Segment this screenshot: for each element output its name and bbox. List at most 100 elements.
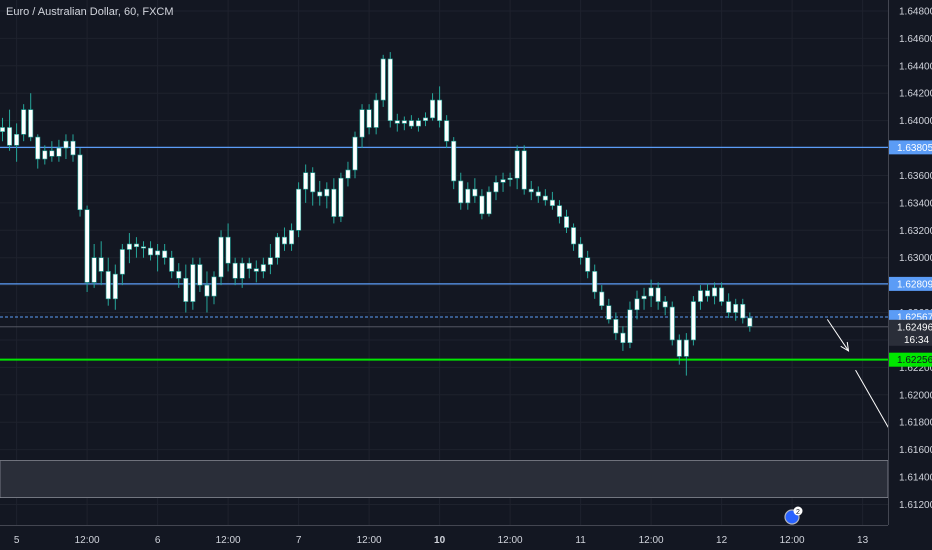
candle-body [669,306,675,341]
candle-body [592,271,598,293]
candle-body [169,257,175,272]
candle-body [571,227,577,245]
candle-body [521,150,527,190]
candle-body [422,117,428,121]
candle-body [373,99,379,128]
level-label-0: 1.63805 [897,143,932,154]
candle-body [112,273,118,300]
candle-body [28,109,34,138]
candle-body [133,243,139,248]
time-axis[interactable] [0,525,932,550]
candle-body [42,150,48,160]
candle-body [211,276,217,297]
candle-body [430,99,436,119]
candle-body [218,236,224,278]
candle-body [648,287,654,297]
y-tick-label: 1.62000 [899,390,932,401]
candle-body [747,317,753,327]
candle-body [683,339,689,357]
y-tick-label: 1.64400 [899,61,932,72]
candle-body [712,287,718,297]
level-label-2: 1.62567 [897,313,932,324]
price-zone-rect[interactable] [0,460,889,498]
candle-body [14,134,20,146]
candle-body [380,58,386,101]
candle-body [70,140,76,156]
candle-body [331,188,337,217]
level-label-bg-0 [889,140,932,155]
candle-body [183,277,189,302]
arrow-head-0 [840,341,850,352]
candle-body [148,247,154,256]
candle-body [415,120,421,127]
y-tick-label: 1.61800 [899,418,932,429]
candle-body [465,188,471,204]
candle-body [338,177,344,217]
current-price-label-bg [889,319,932,346]
x-tick-label: 12:00 [780,535,805,546]
candle-body [719,287,725,302]
candle-body [394,120,400,124]
candle-body [232,262,238,279]
candle-body [690,301,696,341]
y-tick-label: 1.63200 [899,226,932,237]
candle-body [176,271,182,279]
candle-body [634,298,640,311]
candle-body [91,257,97,283]
candle-body [599,291,605,306]
x-tick-label: 11 [575,535,586,546]
x-tick-label: 10 [434,535,446,546]
candle-body [239,262,245,279]
candle-body [281,236,287,245]
candle-body [556,205,562,217]
candle-body [585,257,591,272]
level-label-bg-1 [889,276,932,291]
y-tick-label: 1.64800 [899,6,932,17]
candle-body [21,109,27,135]
y-tick-label: 1.64200 [899,89,932,100]
level-label-3: 1.62256 [897,355,932,366]
candle-body [366,109,372,128]
candle-body [317,191,323,197]
x-tick-label: 12:00 [639,535,664,546]
candle-body [296,188,302,231]
candle-body [260,264,266,272]
candle-body [662,301,668,308]
candle-body [155,250,161,256]
candle-body [77,154,83,211]
projection-arrow-0[interactable] [826,319,849,352]
chart-title: Euro / Australian Dollar, 60, FXCM [6,6,174,18]
candle-body [606,305,612,320]
y-tick-label: 1.63400 [899,198,932,209]
candle-body [303,172,309,190]
events-badge [793,506,803,516]
candle-body [56,147,62,157]
candle-body [613,319,619,334]
candle-body [274,236,280,259]
candle-body [387,58,393,121]
candle-body [549,199,555,206]
candle-body [472,188,478,197]
x-tick-label: 5 [14,535,20,546]
y-tick-label: 1.64000 [899,116,932,127]
candle-body [542,195,548,201]
candle-body [401,120,407,124]
candle-body [84,209,90,283]
candle-body [35,136,41,160]
candle-body [408,120,414,127]
candle-body [204,284,210,297]
candle-body [458,180,464,204]
candle-body [310,172,316,193]
x-tick-label: 12 [716,535,728,546]
price-countdown: 16:34 [904,335,929,346]
price-axis[interactable] [888,0,932,550]
level-label-bg-3 [889,352,932,367]
candle-body [324,188,330,197]
candle-body [141,246,147,249]
candle-body [733,304,739,313]
x-tick-label: 12:00 [498,535,523,546]
candle-body [500,179,506,183]
events-badge-count: 2 [796,509,800,516]
x-tick-label: 12:00 [75,535,100,546]
